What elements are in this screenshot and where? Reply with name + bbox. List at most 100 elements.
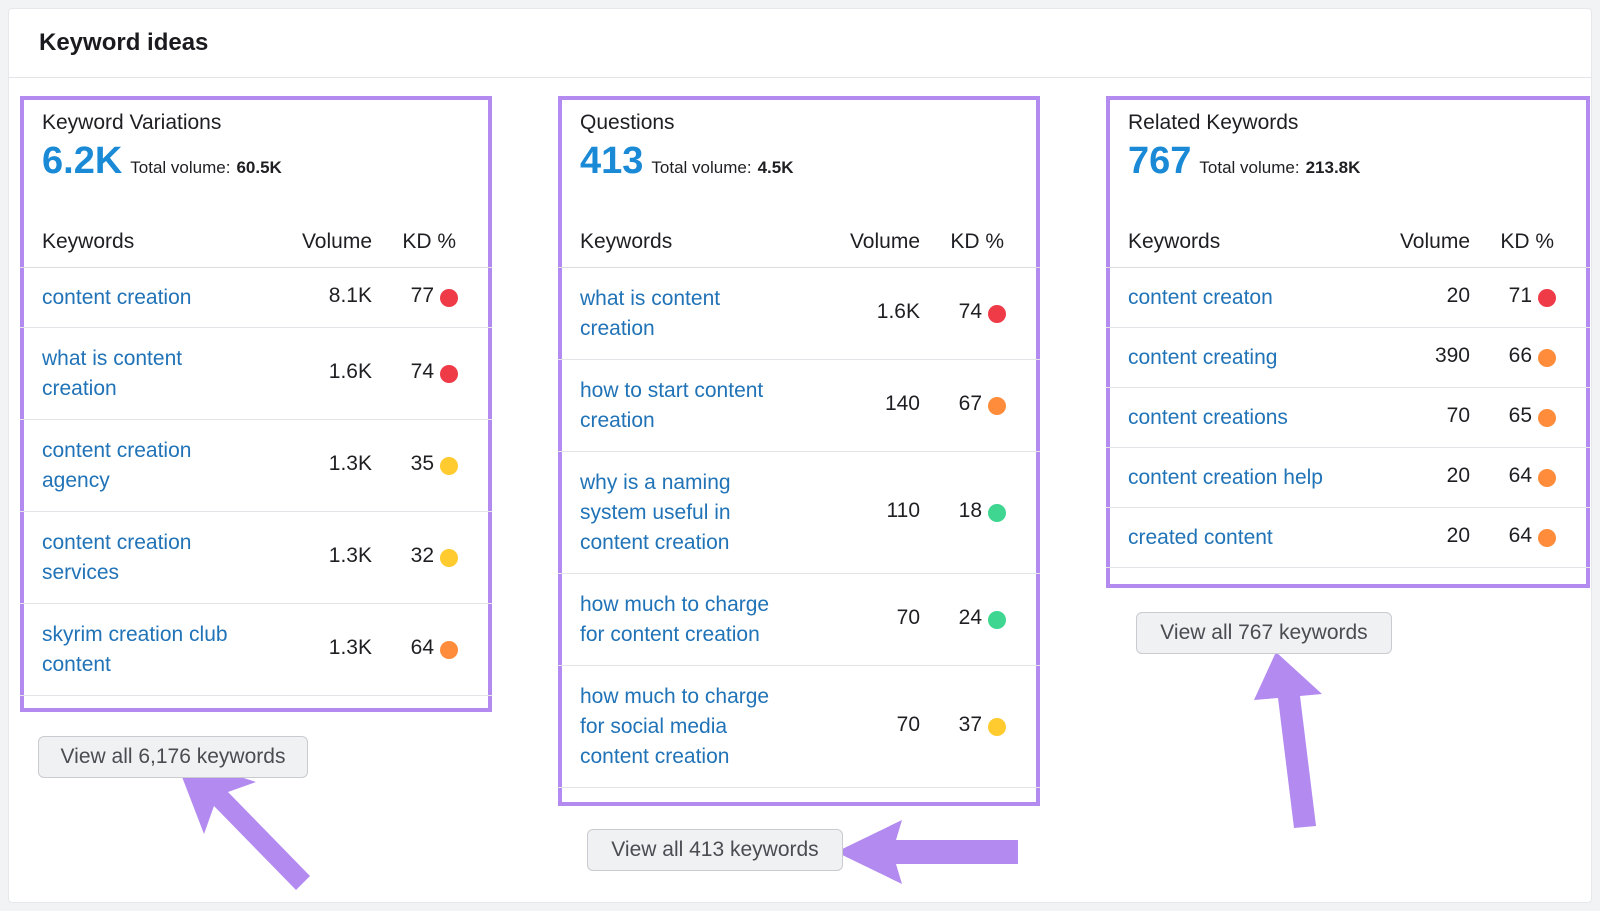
kd-indicator-dot [440, 641, 458, 659]
volume-value: 70 [896, 606, 920, 629]
volume-value: 140 [884, 392, 920, 415]
keyword-link[interactable]: content creation services [42, 531, 192, 584]
table-row: created content 20 64 [1106, 508, 1590, 568]
volume-value: 8.1K [328, 284, 372, 307]
view-all-keywords-button[interactable]: View all 767 keywords [1136, 612, 1392, 654]
header-volume[interactable]: Volume [301, 230, 372, 253]
keyword-table-body: content creaton 20 71 content creating 390 66… [1106, 268, 1590, 568]
kd-indicator-dot [440, 365, 458, 383]
keyword-count: 6.2K [42, 140, 123, 182]
keyword-link[interactable]: content creations [1128, 406, 1288, 429]
kd-indicator-dot [988, 611, 1006, 629]
kd-indicator-dot [1538, 349, 1556, 367]
arrow-annotation-3 [1254, 652, 1322, 828]
view-all-keywords-button[interactable]: View all 6,176 keywords [38, 736, 308, 778]
volume-value: 1.6K [876, 300, 920, 323]
keyword-count-summary: 413 Total volume: 4.5K [580, 140, 794, 183]
table-row: why is a naming system useful in content… [558, 452, 1040, 574]
table-row: what is content creation 1.6K 74 [20, 328, 492, 420]
arrow-annotation-1 [174, 756, 310, 890]
kd-value: 71 [1508, 284, 1532, 307]
keyword-table-body: content creation 8.1K 77 what is content cr… [20, 268, 492, 696]
table-row: skyrim creation club content 1.3K 64 [20, 604, 492, 696]
header-kd[interactable]: KD % [402, 230, 456, 253]
total-volume-value: 213.8K [1305, 158, 1361, 177]
keyword-link[interactable]: how to start content creation [580, 379, 764, 432]
keyword-link[interactable]: why is a naming system useful in content… [580, 471, 731, 554]
table-row: how to start content creation 140 67 [558, 360, 1040, 452]
kd-indicator-dot [1538, 409, 1556, 427]
keyword-count-summary: 767 Total volume: 213.8K [1128, 140, 1360, 183]
volume-value: 1.6K [328, 360, 372, 383]
volume-value: 1.3K [328, 636, 372, 659]
keyword-link[interactable]: what is content creation [580, 287, 721, 340]
keyword-count: 767 [1128, 140, 1192, 182]
column-title: Keyword Variations [42, 111, 222, 134]
total-volume-label: Total volume: [130, 158, 231, 177]
keyword-link[interactable]: content creation agency [42, 439, 192, 492]
kd-indicator-dot [1538, 529, 1556, 547]
header-kd[interactable]: KD % [1500, 230, 1554, 253]
kd-value: 77 [410, 284, 434, 307]
total-volume-label: Total volume: [1199, 158, 1300, 177]
kd-value: 18 [958, 499, 982, 522]
header-kd[interactable]: KD % [950, 230, 1004, 253]
kd-indicator-dot [440, 457, 458, 475]
kd-value: 37 [958, 713, 982, 736]
table-row: content creation services 1.3K 32 [20, 512, 492, 604]
volume-value: 20 [1446, 284, 1470, 307]
total-volume-value: 60.5K [236, 158, 282, 177]
table-row: what is content creation 1.6K 74 [558, 268, 1040, 360]
table-header: Keywords Volume KD % [1106, 216, 1590, 268]
kd-indicator-dot [988, 397, 1006, 415]
kd-indicator-dot [1538, 469, 1556, 487]
kd-value: 64 [1508, 464, 1532, 487]
table-row: content creations 70 65 [1106, 388, 1590, 448]
header-keywords[interactable]: Keywords [580, 230, 673, 253]
volume-value: 110 [886, 499, 920, 522]
keyword-link[interactable]: how much to charge for social media cont… [580, 685, 770, 768]
kd-value: 65 [1508, 404, 1532, 427]
table-row: content creating 390 66 [1106, 328, 1590, 388]
volume-value: 70 [1446, 404, 1470, 427]
kd-value: 64 [1508, 524, 1532, 547]
kd-value: 32 [410, 544, 434, 567]
kd-value: 74 [958, 300, 982, 323]
table-header: Keywords Volume KD % [20, 216, 492, 268]
volume-value: 390 [1434, 344, 1470, 367]
header-keywords[interactable]: Keywords [1128, 230, 1221, 253]
card-header: Keyword ideas [9, 9, 1591, 78]
keyword-column-3: Related Keywords 767 Total volume: 213.8K Ke… [1106, 96, 1590, 588]
kd-value: 35 [410, 452, 434, 475]
table-row: how much to charge for social media cont… [558, 666, 1040, 788]
keyword-link[interactable]: how much to charge for content creation [580, 593, 770, 646]
keyword-link[interactable]: what is content creation [42, 347, 183, 400]
keyword-link[interactable]: created content [1128, 526, 1273, 549]
total-volume-label: Total volume: [651, 158, 752, 177]
column-title: Questions [580, 111, 675, 134]
kd-indicator-dot [1538, 289, 1556, 307]
header-volume[interactable]: Volume [849, 230, 920, 253]
keyword-link[interactable]: content creation [42, 286, 192, 309]
kd-value: 67 [958, 392, 982, 415]
header-volume[interactable]: Volume [1399, 230, 1470, 253]
keyword-link[interactable]: content creaton [1128, 286, 1273, 309]
kd-indicator-dot [988, 504, 1006, 522]
keyword-count-summary: 6.2K Total volume: 60.5K [42, 140, 282, 183]
card-title: Keyword ideas [39, 29, 209, 56]
header-keywords[interactable]: Keywords [42, 230, 135, 253]
keyword-link[interactable]: content creating [1128, 346, 1278, 369]
keyword-link[interactable]: skyrim creation club content [42, 623, 228, 676]
column-title: Related Keywords [1128, 111, 1299, 134]
table-row: content creation agency 1.3K 35 [20, 420, 492, 512]
table-row: how much to charge for content creation 7… [558, 574, 1040, 666]
arrow-annotation-2 [836, 820, 1018, 884]
kd-value: 66 [1508, 344, 1532, 367]
view-all-keywords-button[interactable]: View all 413 keywords [587, 829, 843, 871]
keyword-link[interactable]: content creation help [1128, 466, 1323, 489]
kd-indicator-dot [440, 549, 458, 567]
keyword-column-2: Questions 413 Total volume: 4.5K Keywords Vol… [558, 96, 1040, 806]
total-volume-value: 4.5K [757, 158, 794, 177]
kd-indicator-dot [988, 718, 1006, 736]
volume-value: 1.3K [328, 452, 372, 475]
